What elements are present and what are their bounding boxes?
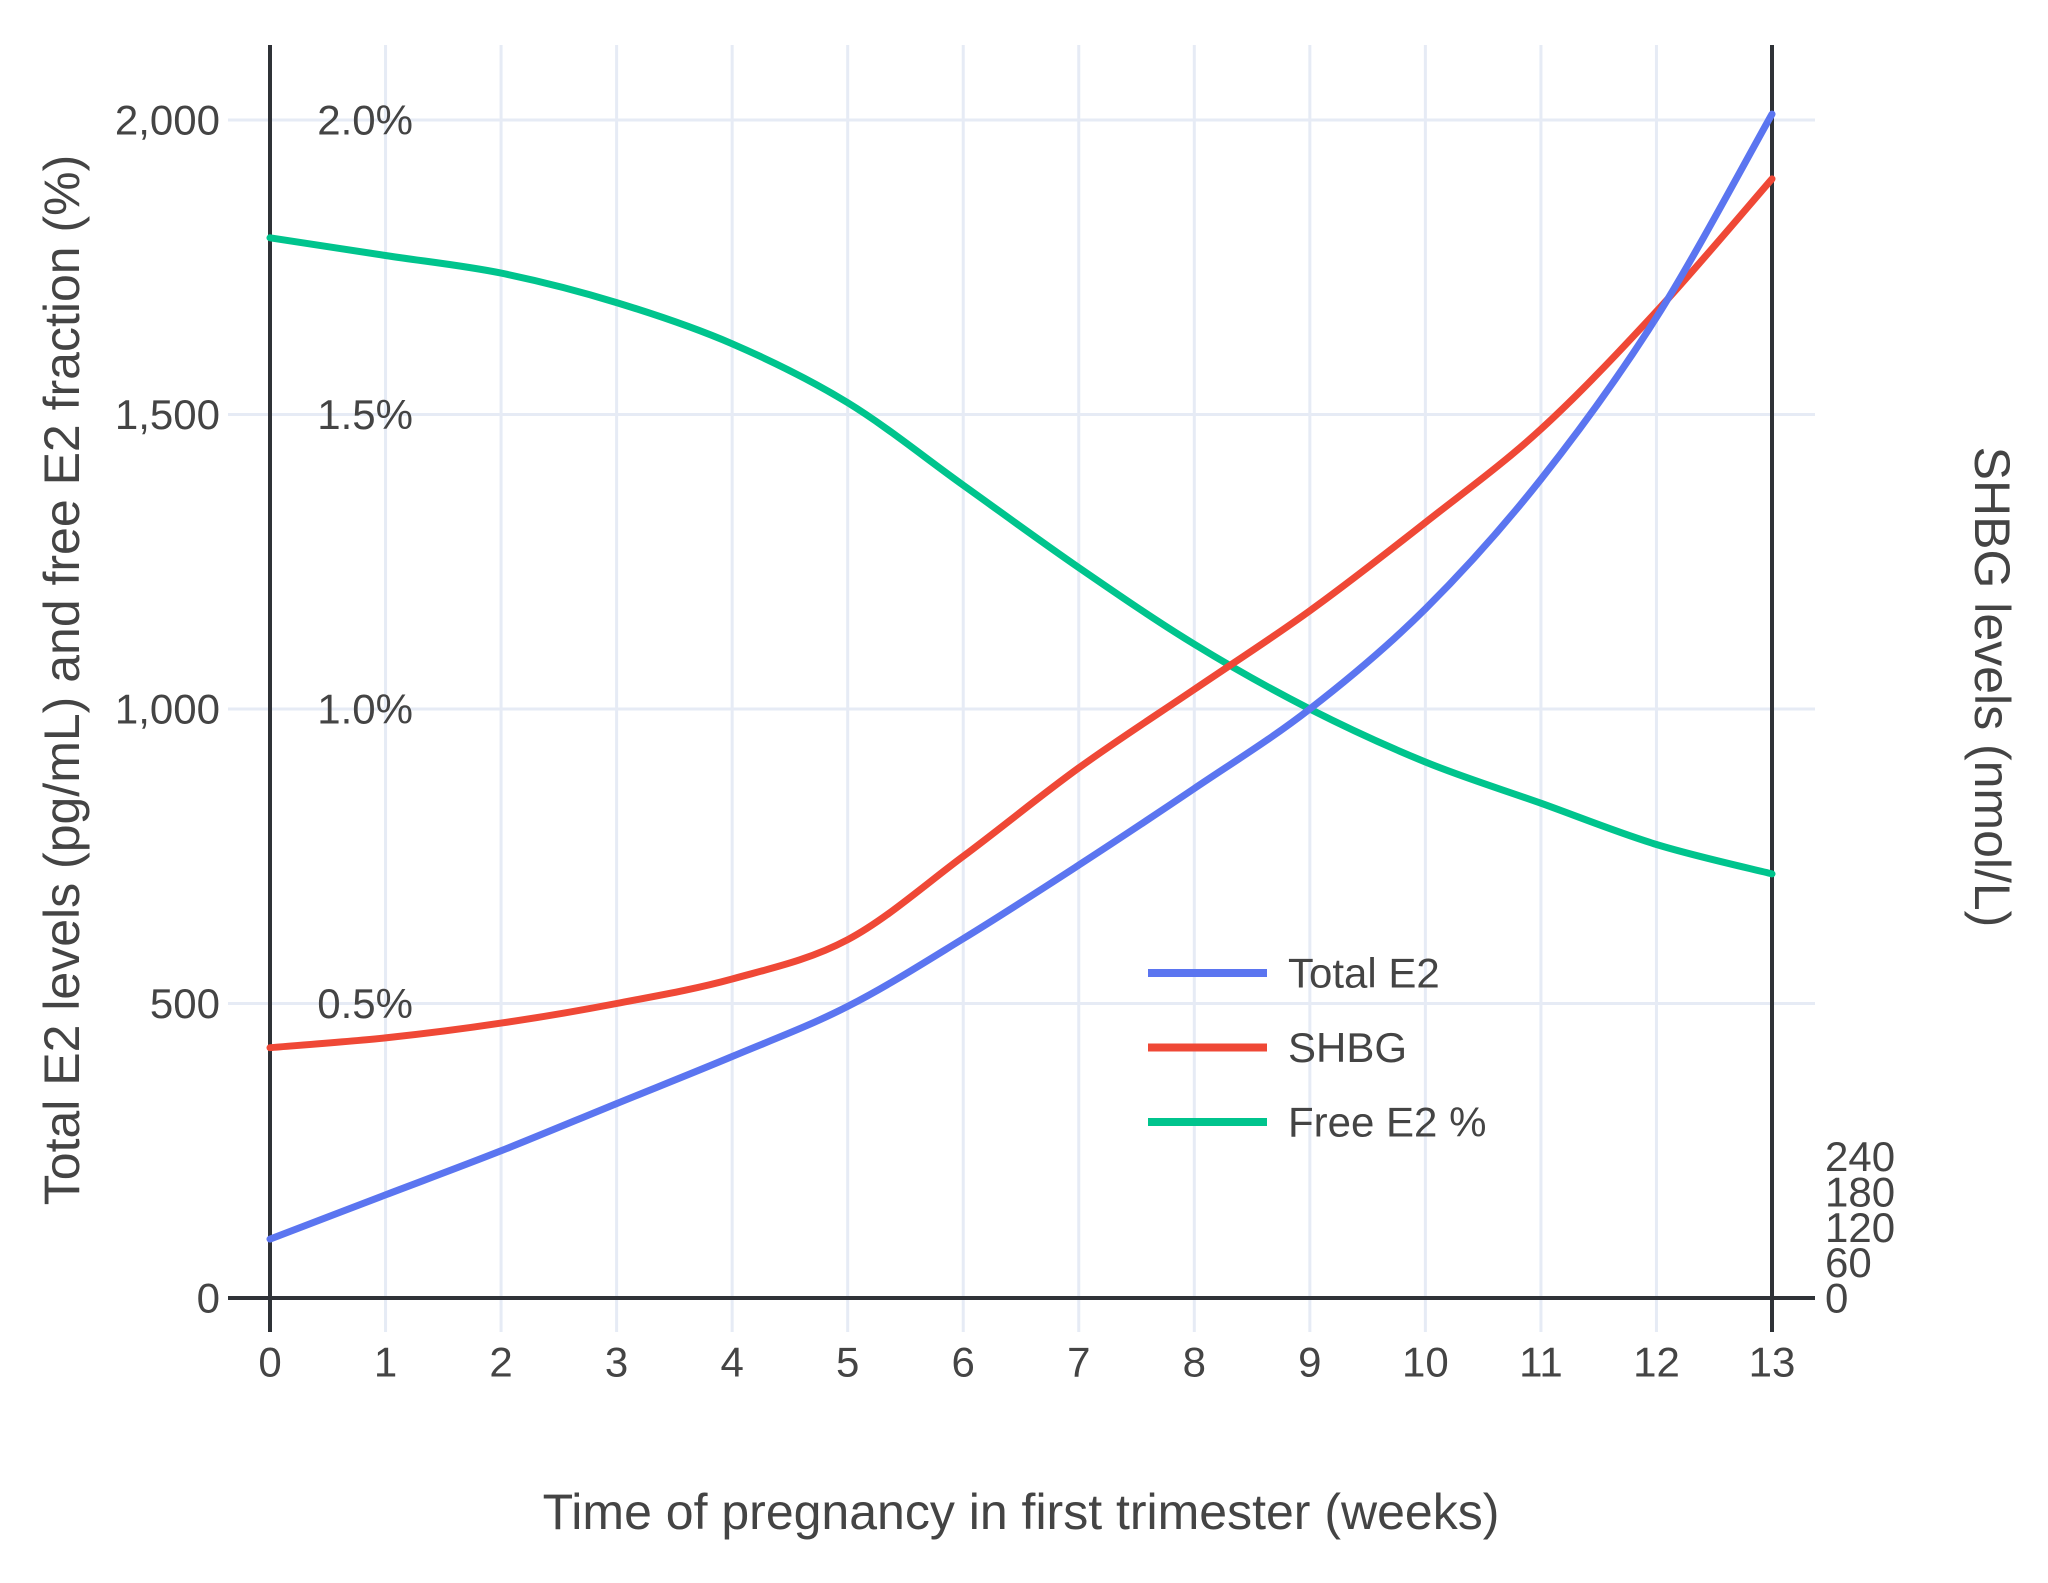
x-tick-label-9: 9: [1298, 1339, 1321, 1386]
legend-label-total-e2: Total E2: [1288, 950, 1440, 997]
legend-item-shbg[interactable]: SHBG: [1138, 1018, 1468, 1078]
gridlines: [228, 45, 1815, 1332]
free-pct-gridline-label-1-5pct: 1.5%: [317, 391, 413, 438]
series-curves: [266, 110, 1776, 1243]
x-tick-label-10: 10: [1402, 1339, 1449, 1386]
x-tick-label-5: 5: [836, 1339, 859, 1386]
free-pct-gridline-label-2-0pct: 2.0%: [317, 97, 413, 144]
y-right-tick-label-180: 180: [1825, 1168, 1895, 1215]
y-right-tick-label-120: 120: [1825, 1204, 1895, 1251]
legend-item-total-e2[interactable]: Total E2: [1138, 943, 1468, 1003]
tick-labels: 05001,0001,5002,0000.5%1.0%1.5%2.0%06012…: [115, 97, 1895, 1386]
x-tick-label-7: 7: [1067, 1339, 1090, 1386]
y-right-tick-label-0: 0: [1825, 1275, 1848, 1322]
legend-label-free-e2: Free E2 %: [1288, 1099, 1486, 1146]
legend-label-shbg: SHBG: [1288, 1024, 1407, 1071]
y-left-tick-label-500: 500: [150, 980, 220, 1027]
y-left-tick-label-2000: 2,000: [115, 97, 220, 144]
x-tick-label-0: 0: [258, 1339, 281, 1386]
series-line-free-e2: [266, 234, 1776, 878]
y-right-tick-label-60: 60: [1825, 1239, 1872, 1286]
x-tick-label-2: 2: [489, 1339, 512, 1386]
x-tick-label-1: 1: [374, 1339, 397, 1386]
x-axis-title: Time of pregnancy in first trimester (we…: [543, 1484, 1500, 1540]
x-tick-label-11: 11: [1519, 1339, 1563, 1386]
legend: Total E2 SHBG Free E2 %: [1138, 943, 1486, 1152]
axes: [228, 45, 1815, 1332]
x-tick-label-3: 3: [605, 1339, 628, 1386]
free-pct-gridline-label-0-5pct: 0.5%: [317, 980, 413, 1027]
x-tick-label-12: 12: [1633, 1339, 1680, 1386]
y-left-tick-label-1500: 1,500: [115, 391, 220, 438]
series-line-total-e2: [266, 110, 1776, 1243]
y-axis-title-left: Total E2 levels (pg/mL) and free E2 frac…: [34, 155, 90, 1205]
x-tick-label-13: 13: [1749, 1339, 1796, 1386]
series-line-shbg: [266, 175, 1776, 1052]
y-axis-title-right: SHBG levels (nmol/L): [1964, 447, 2020, 928]
y-left-tick-label-0: 0: [197, 1275, 220, 1322]
free-pct-gridline-label-1-0pct: 1.0%: [317, 686, 413, 733]
x-tick-label-8: 8: [1183, 1339, 1206, 1386]
y-right-tick-label-240: 240: [1825, 1133, 1895, 1180]
x-tick-label-4: 4: [720, 1339, 743, 1386]
x-tick-label-6: 6: [952, 1339, 975, 1386]
legend-item-free-e2[interactable]: Free E2 %: [1138, 1092, 1486, 1152]
y-left-tick-label-1000: 1,000: [115, 686, 220, 733]
